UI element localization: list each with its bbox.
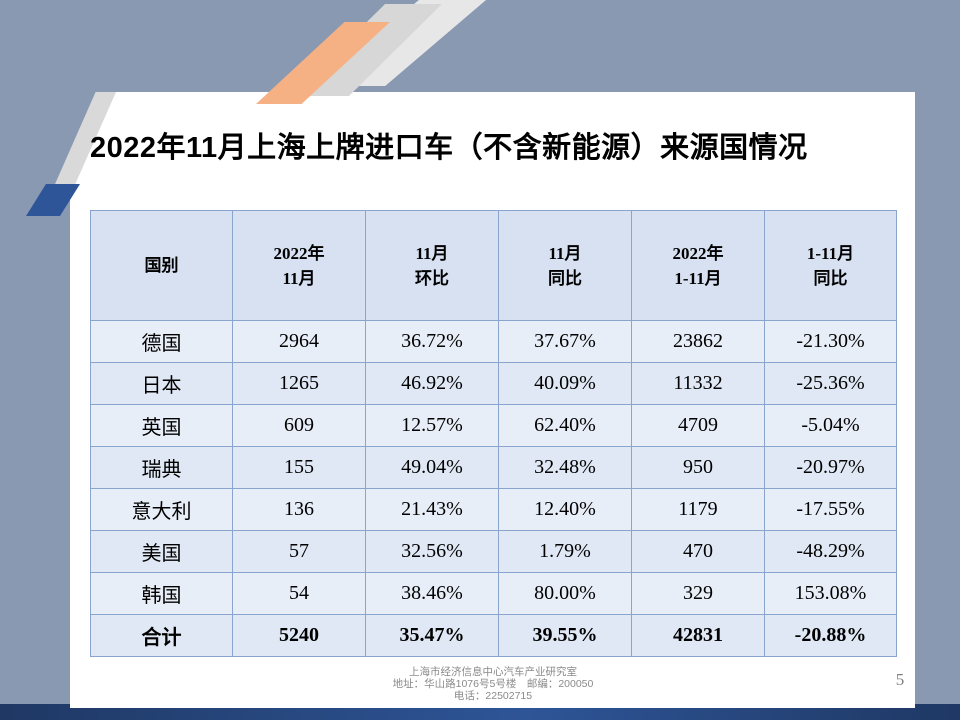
header-label-line: 2022年 — [672, 243, 724, 263]
value-cell: 5240 — [232, 614, 366, 657]
header-cell-ytd-yoy: 1-11月 同比 — [764, 210, 897, 321]
header-label-line: 环比 — [415, 268, 449, 288]
value-cell: 80.00% — [498, 572, 632, 615]
country-cell: 美国 — [90, 530, 233, 573]
page-number: 5 — [895, 670, 905, 689]
value-cell: -20.97% — [764, 446, 897, 489]
value-cell: -21.30% — [764, 320, 897, 363]
value-cell: 153.08% — [764, 572, 897, 615]
header-label-line: 2022年 — [273, 243, 325, 263]
value-cell: 12.57% — [365, 404, 499, 447]
value-cell: 54 — [232, 572, 366, 615]
value-cell: -48.29% — [764, 530, 897, 573]
country-cell: 合计 — [90, 614, 233, 657]
header-label-line: 国别 — [144, 256, 179, 275]
value-cell: 329 — [631, 572, 765, 615]
value-cell: 37.67% — [498, 320, 632, 363]
header-cell-country: 国别 — [90, 210, 233, 321]
table-row: 瑞典 155 49.04% 32.48% 950 -20.97% — [90, 446, 897, 489]
bottom-bar — [0, 704, 960, 720]
value-cell: -17.55% — [764, 488, 897, 531]
header-label-line: 同比 — [548, 268, 582, 288]
country-cell: 韩国 — [90, 572, 233, 615]
value-cell: 62.40% — [498, 404, 632, 447]
value-cell: 40.09% — [498, 362, 632, 405]
value-cell: 470 — [631, 530, 765, 573]
header-cell-yoy: 11月 同比 — [498, 210, 632, 321]
table-row: 意大利 136 21.43% 12.40% 1179 -17.55% — [90, 488, 897, 531]
header-label-line: 1-11月 — [674, 268, 722, 288]
value-cell: 1.79% — [498, 530, 632, 573]
value-cell: -5.04% — [764, 404, 897, 447]
header-label-line: 同比 — [813, 268, 848, 288]
value-cell: 609 — [232, 404, 366, 447]
value-cell: 155 — [232, 446, 366, 489]
country-cell: 意大利 — [90, 488, 233, 531]
country-cell: 德国 — [90, 320, 233, 363]
table-row: 韩国 54 38.46% 80.00% 329 153.08% — [90, 572, 897, 615]
value-cell: 23862 — [631, 320, 765, 363]
table-row-total: 合计 5240 35.47% 39.55% 42831 -20.88% — [90, 614, 897, 657]
value-cell: 35.47% — [365, 614, 499, 657]
table-header-row: 国别 2022年 11月 11月 环比 11月 同比 2022年 1-11月 — [90, 210, 897, 321]
value-cell: -25.36% — [764, 362, 897, 405]
header-cell-2022-11: 2022年 11月 — [232, 210, 366, 321]
table-row: 英国 609 12.57% 62.40% 4709 -5.04% — [90, 404, 897, 447]
value-cell: 49.04% — [365, 446, 499, 489]
value-cell: 136 — [232, 488, 366, 531]
header-label-line: 11月 — [548, 243, 582, 263]
value-cell: 57 — [232, 530, 366, 573]
header-label-line: 11月 — [282, 268, 316, 288]
footer-line: 地址：华山路1076号5号楼 邮编：200050 — [392, 678, 594, 690]
country-cell: 英国 — [90, 404, 233, 447]
header-label-line: 11月 — [415, 243, 449, 263]
value-cell: 38.46% — [365, 572, 499, 615]
value-cell: 2964 — [232, 320, 366, 363]
footer-line: 电话：22502715 — [453, 690, 533, 702]
value-cell: 1265 — [232, 362, 366, 405]
value-cell: 32.56% — [365, 530, 499, 573]
table-row: 日本 1265 46.92% 40.09% 11332 -25.36% — [90, 362, 897, 405]
table-row: 美国 57 32.56% 1.79% 470 -48.29% — [90, 530, 897, 573]
value-cell: 12.40% — [498, 488, 632, 531]
footer: 上海市经济信息中心汽车产业研究室 地址：华山路1076号5号楼 邮编：20005… — [90, 666, 896, 702]
value-cell: 46.92% — [365, 362, 499, 405]
value-cell: 950 — [631, 446, 765, 489]
value-cell: 32.48% — [498, 446, 632, 489]
header-cell-ytd: 2022年 1-11月 — [631, 210, 765, 321]
value-cell: 39.55% — [498, 614, 632, 657]
value-cell: 4709 — [631, 404, 765, 447]
country-cell: 日本 — [90, 362, 233, 405]
country-cell: 瑞典 — [90, 446, 233, 489]
import-sources-table: 国别 2022年 11月 11月 环比 11月 同比 2022年 1-11月 — [90, 210, 897, 657]
slide-title: 2022年11月上海上牌进口车（不含新能源）来源国情况 — [90, 132, 808, 164]
value-cell: 1179 — [631, 488, 765, 531]
value-cell: 21.43% — [365, 488, 499, 531]
header-label-line: 1-11月 — [806, 243, 855, 263]
footer-line: 上海市经济信息中心汽车产业研究室 — [409, 666, 577, 678]
header-cell-mom: 11月 环比 — [365, 210, 499, 321]
value-cell: 11332 — [631, 362, 765, 405]
value-cell: 36.72% — [365, 320, 499, 363]
value-cell: -20.88% — [764, 614, 897, 657]
value-cell: 42831 — [631, 614, 765, 657]
table-row: 德国 2964 36.72% 37.67% 23862 -21.30% — [90, 320, 897, 363]
